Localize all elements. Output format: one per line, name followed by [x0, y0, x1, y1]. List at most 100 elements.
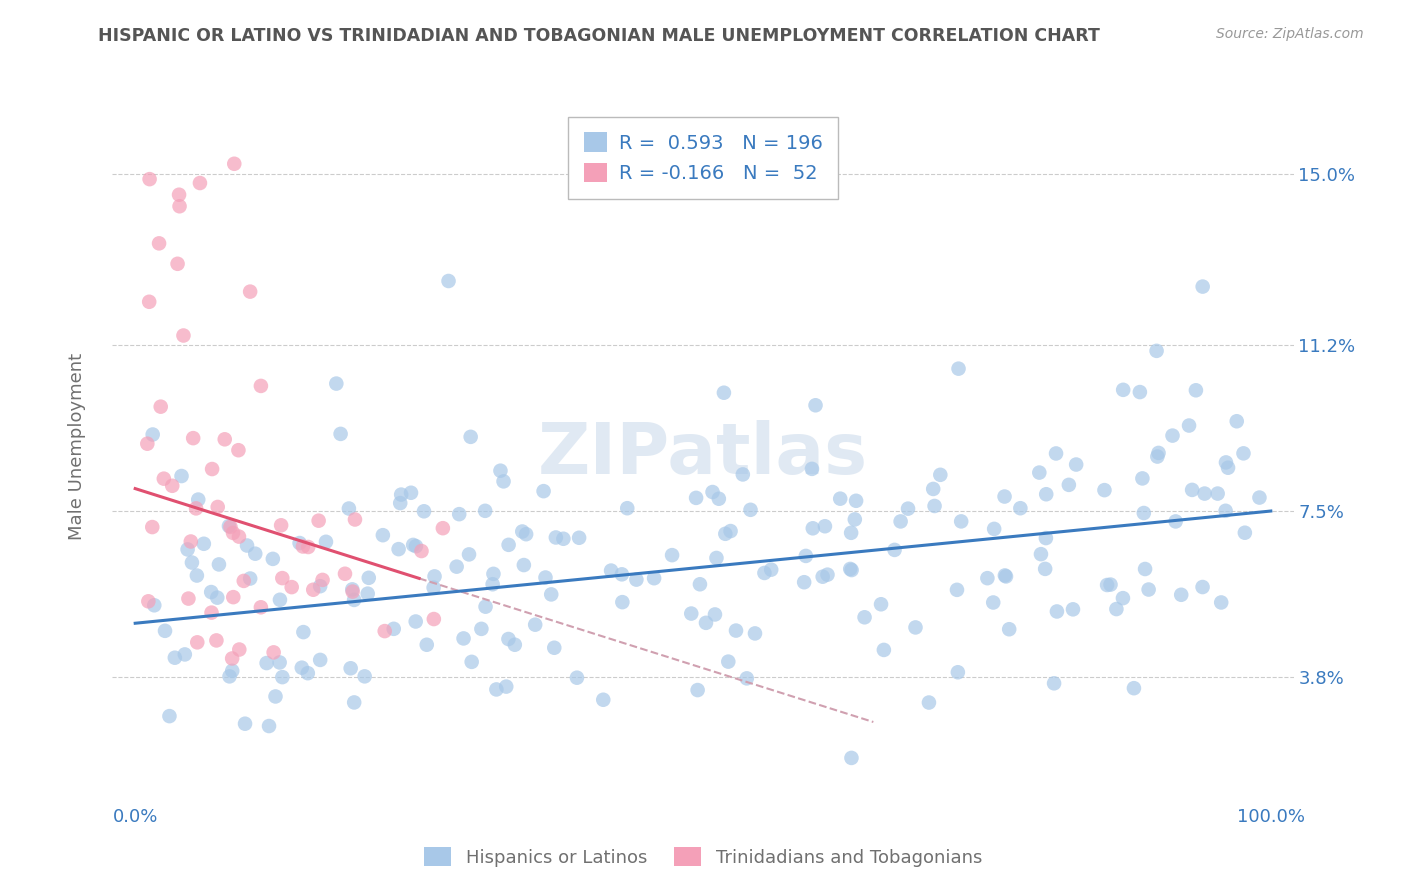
Point [292, 625, 315, 640]
Point [1033, 562, 1056, 576]
Point [474, 504, 496, 518]
Point [929, 467, 952, 482]
Point [1028, 466, 1050, 480]
Point [257, 719, 280, 733]
Point [643, 571, 665, 585]
Point [221, 651, 243, 665]
Point [460, 655, 482, 669]
Point [481, 577, 503, 591]
Point [269, 592, 291, 607]
Point [353, 669, 375, 683]
Point [600, 564, 623, 578]
Point [1191, 279, 1213, 293]
Point [544, 531, 567, 545]
Point [883, 542, 905, 557]
Point [1112, 383, 1135, 397]
Point [1046, 605, 1069, 619]
Legend: Hispanics or Latinos, Trinidadians and Tobagonians: Hispanics or Latinos, Trinidadians and T… [416, 840, 990, 874]
Point [437, 274, 460, 288]
Point [811, 570, 834, 584]
Point [685, 491, 707, 505]
Point [153, 624, 176, 638]
Point [1211, 595, 1233, 609]
Point [218, 669, 240, 683]
Point [200, 585, 222, 599]
Point [890, 515, 912, 529]
Point [704, 607, 727, 622]
Point [1137, 582, 1160, 597]
Point [308, 514, 330, 528]
Point [1249, 491, 1271, 505]
Point [148, 236, 170, 251]
Point [1045, 446, 1067, 460]
Point [1062, 602, 1084, 616]
Point [449, 507, 471, 521]
Point [167, 187, 190, 202]
Point [297, 666, 319, 681]
Point [717, 655, 740, 669]
Point [201, 462, 224, 476]
Point [1215, 504, 1237, 518]
Point [1194, 486, 1216, 500]
Point [498, 632, 520, 646]
Point [681, 607, 703, 621]
Point [1164, 515, 1187, 529]
Point [138, 594, 160, 608]
Point [311, 573, 333, 587]
Point [264, 690, 287, 704]
Point [489, 464, 512, 478]
Point [239, 285, 262, 299]
Point [245, 547, 267, 561]
Point [176, 542, 198, 557]
Point [661, 548, 683, 562]
Point [839, 525, 862, 540]
Point [707, 491, 730, 506]
Point [270, 518, 292, 533]
Point [513, 558, 536, 572]
Point [228, 530, 250, 544]
Point [309, 579, 332, 593]
Point [446, 559, 468, 574]
Point [291, 661, 314, 675]
Point [498, 538, 520, 552]
Point [224, 157, 246, 171]
Point [470, 622, 492, 636]
Point [873, 643, 896, 657]
Text: Source: ZipAtlas.com: Source: ZipAtlas.com [1216, 27, 1364, 41]
Point [801, 521, 824, 535]
Point [1181, 483, 1204, 497]
Point [1035, 531, 1057, 545]
Point [998, 622, 1021, 636]
Point [315, 534, 337, 549]
Point [389, 487, 412, 501]
Point [333, 566, 356, 581]
Point [297, 540, 319, 554]
Point [342, 582, 364, 597]
Point [399, 485, 422, 500]
Point [423, 569, 446, 583]
Point [1029, 547, 1052, 561]
Point [993, 490, 1015, 504]
Point [793, 575, 815, 590]
Point [485, 682, 508, 697]
Point [256, 656, 278, 670]
Point [250, 600, 273, 615]
Point [228, 642, 250, 657]
Point [689, 577, 711, 591]
Point [540, 587, 562, 601]
Point [731, 467, 754, 482]
Point [534, 570, 557, 584]
Point [533, 484, 555, 499]
Point [172, 328, 194, 343]
Point [453, 632, 475, 646]
Point [382, 622, 405, 636]
Point [754, 566, 776, 580]
Point [162, 479, 184, 493]
Point [389, 496, 412, 510]
Point [610, 567, 633, 582]
Point [236, 539, 259, 553]
Point [1216, 460, 1239, 475]
Point [870, 597, 893, 611]
Point [922, 482, 945, 496]
Point [706, 551, 728, 566]
